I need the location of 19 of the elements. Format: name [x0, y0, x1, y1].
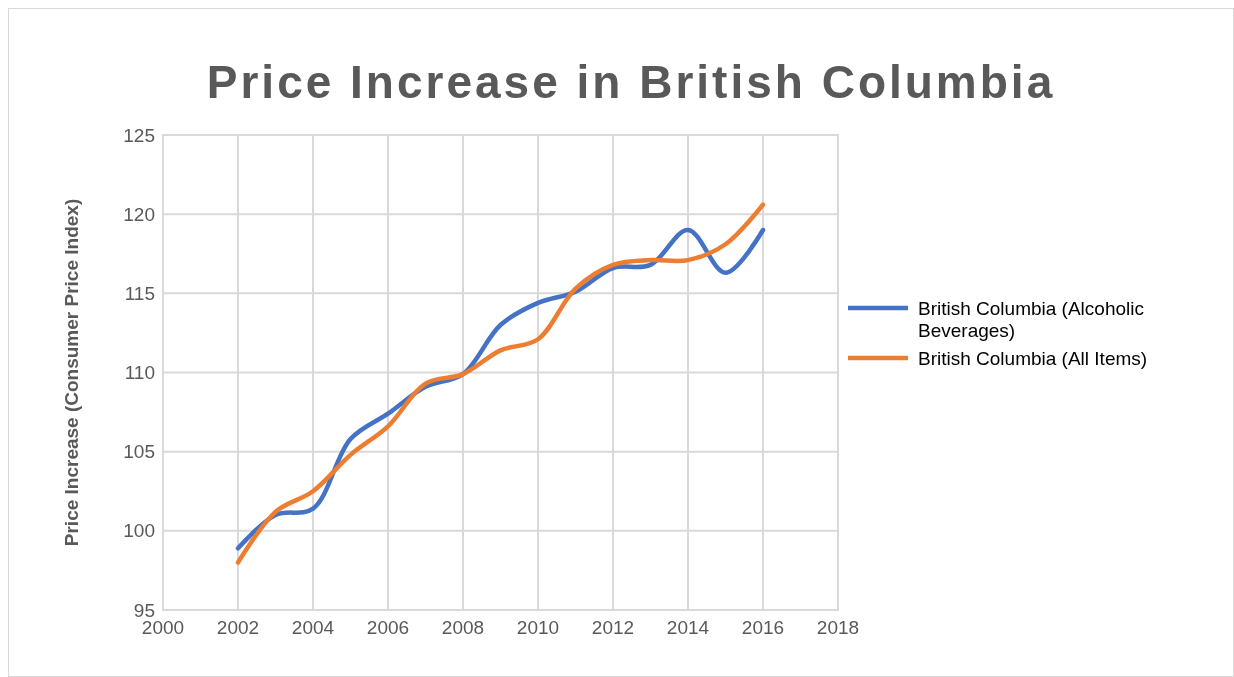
y-tick-label: 110 [124, 362, 155, 384]
x-tick-label: 2018 [816, 617, 860, 638]
y-axis-title: Price Increase (Consumer Price Index) [61, 198, 82, 547]
x-tick-label: 2006 [366, 617, 410, 638]
y-tick-label: 100 [123, 520, 155, 542]
y-tick-label: 115 [124, 282, 155, 304]
x-tick-label: 2002 [216, 617, 260, 638]
y-tick-label: 120 [123, 203, 155, 225]
y-tick-label: 105 [123, 441, 155, 463]
x-tick-label: 2010 [516, 617, 560, 638]
x-tick-label: 2014 [666, 617, 710, 638]
chart-title: Price Increase in British Columbia [206, 56, 1056, 108]
y-tick-label: 125 [123, 124, 155, 146]
x-tick-label: 2008 [441, 617, 485, 638]
x-tick-label: 2004 [291, 617, 335, 638]
x-tick-label: 2016 [741, 617, 785, 638]
x-tick-label: 2012 [591, 617, 635, 638]
legend-label: British Columbia (Alcoholic Beverages) [918, 297, 1144, 341]
legend-label: British Columbia (All Items) [918, 347, 1148, 369]
